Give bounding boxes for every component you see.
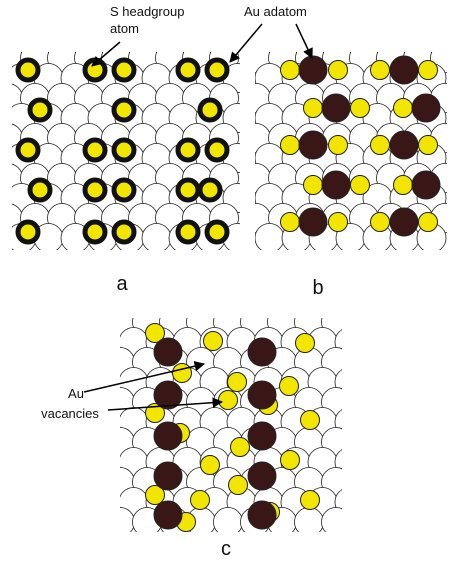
s-atom	[231, 438, 250, 457]
s-atom	[114, 100, 134, 120]
s-atom	[178, 60, 198, 80]
au-adatom	[299, 208, 327, 236]
s-atom	[371, 136, 390, 155]
panel-b	[242, 44, 456, 253]
s-headgroup-label: S headgroup	[110, 4, 184, 19]
s-atom	[229, 476, 248, 495]
s-atom	[329, 213, 348, 232]
s-atom	[178, 180, 198, 200]
au-adatom	[390, 56, 418, 84]
s-atom	[281, 61, 300, 80]
s-atom	[301, 491, 320, 510]
gold-atom	[142, 224, 171, 253]
s-atom	[201, 456, 220, 475]
au-adatom-label: Au adatom	[244, 4, 307, 19]
au-vacancies-label: Au	[68, 386, 84, 401]
s-atom	[419, 213, 438, 232]
s-atom	[30, 100, 50, 120]
s-atom	[304, 99, 323, 118]
page: S headgroup atom Au adatom Au vacancies …	[0, 0, 456, 567]
figure: S headgroup atom Au adatom Au vacancies …	[0, 0, 456, 567]
s-atom	[85, 222, 105, 242]
s-atom	[351, 176, 370, 195]
s-atom	[18, 140, 38, 160]
s-atom	[419, 136, 438, 155]
au-adatom	[248, 422, 276, 450]
s-atom	[207, 60, 227, 80]
au-adatom	[322, 171, 350, 199]
s-atom	[178, 222, 198, 242]
s-atom	[351, 99, 370, 118]
au-adatom	[248, 338, 276, 366]
s-atom	[329, 61, 348, 80]
au-adatom	[248, 462, 276, 490]
au-adatom	[299, 56, 327, 84]
panel-label: b	[312, 277, 323, 299]
s-atom	[114, 222, 134, 242]
s-atom	[329, 136, 348, 155]
au-adatom	[322, 94, 350, 122]
s-atom	[281, 136, 300, 155]
s-atom	[304, 176, 323, 195]
s-atom	[18, 222, 38, 242]
s-atom	[296, 334, 315, 353]
gold-atom	[214, 508, 243, 537]
s-atom	[281, 451, 300, 470]
s-atom	[219, 391, 238, 410]
au-vacancies-label: vacancies	[41, 406, 99, 421]
au-adatom	[154, 338, 182, 366]
s-atom	[85, 140, 105, 160]
au-adatom	[390, 131, 418, 159]
s-atom	[301, 411, 320, 430]
s-atom	[18, 60, 38, 80]
s-atom	[173, 364, 192, 383]
gold-atom	[106, 508, 135, 537]
s-atom	[178, 140, 198, 160]
panel-label: c	[221, 538, 231, 560]
s-atom	[207, 140, 227, 160]
s-atom	[207, 222, 227, 242]
s-atom	[394, 99, 413, 118]
panel-c	[106, 308, 365, 537]
au-adatom	[248, 381, 276, 409]
s-atom	[85, 180, 105, 200]
gold-atom	[322, 508, 351, 537]
au-adatom	[412, 94, 440, 122]
au-adatom	[299, 131, 327, 159]
s-atom	[281, 213, 300, 232]
au-adatom	[248, 501, 276, 529]
s-atom	[371, 213, 390, 232]
s-atom	[204, 332, 223, 351]
au-adatom	[154, 462, 182, 490]
s-headgroup-label: atom	[110, 21, 139, 36]
s-atom	[419, 61, 438, 80]
s-atom	[191, 491, 210, 510]
au-adatom	[154, 422, 182, 450]
au-adatom	[412, 171, 440, 199]
s-atom	[394, 176, 413, 195]
s-atom	[200, 180, 220, 200]
gold-atom	[295, 508, 324, 537]
s-atom	[114, 60, 134, 80]
s-atom	[228, 373, 247, 392]
s-atom	[114, 140, 134, 160]
s-atom	[200, 100, 220, 120]
au-adatom	[154, 501, 182, 529]
gold-atom	[255, 224, 284, 253]
s-atom	[114, 180, 134, 200]
s-atom	[30, 180, 50, 200]
au-adatom	[390, 208, 418, 236]
s-atom	[280, 377, 299, 396]
s-atom	[371, 61, 390, 80]
panel-label: a	[116, 273, 128, 295]
panel-a	[0, 44, 252, 253]
